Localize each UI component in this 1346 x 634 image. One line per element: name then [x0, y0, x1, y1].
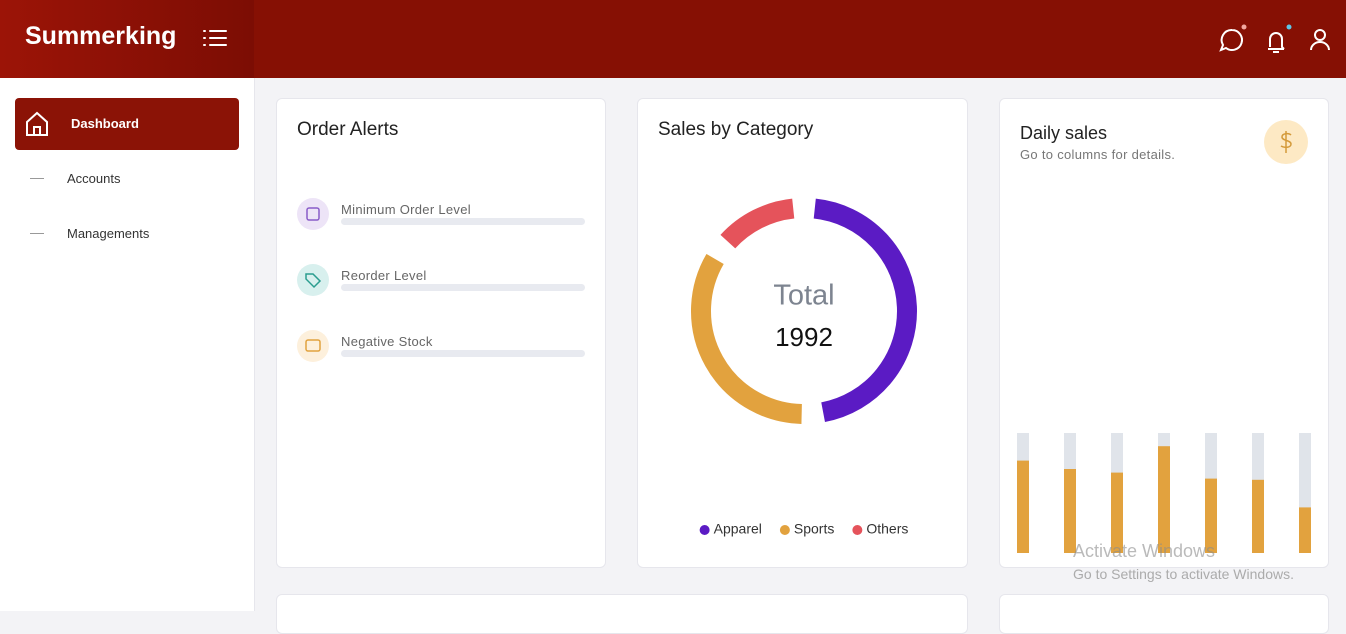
nav-item[interactable]: Accounts [67, 171, 121, 186]
nav-item[interactable]: Managements [67, 226, 150, 241]
alert-label: Negative Stock [341, 334, 433, 349]
bottom-card [276, 594, 968, 634]
bar [1111, 472, 1123, 553]
bar [1064, 469, 1076, 553]
bar [1017, 460, 1029, 553]
legend-label: Sports [794, 521, 834, 537]
nav-dash [30, 178, 44, 179]
sales-card: Sales by Category Total 1992 Apparel Spor… [637, 98, 968, 568]
alert-label: Minimum Order Level [341, 202, 471, 217]
daily-card: Daily sales Go to columns for details. [999, 98, 1329, 568]
legend-label: Apparel [714, 521, 762, 537]
legend-dot [852, 525, 863, 535]
menu-icon[interactable] [200, 26, 230, 50]
alert-label: Reorder Level [341, 268, 427, 283]
center-value: 1992 [775, 322, 833, 352]
bottom-card [999, 594, 1329, 634]
watermark-title: Activate Windows [1073, 541, 1216, 561]
chat-icon[interactable] [1219, 28, 1243, 52]
alert-bar [341, 284, 585, 291]
bar [1252, 479, 1264, 553]
card-title: Sales by Category [658, 119, 814, 140]
donut-segment [720, 198, 795, 249]
nav-dash [30, 233, 44, 234]
bar [1205, 478, 1217, 553]
bell-icon[interactable] [1268, 32, 1285, 53]
legend-label: Others [866, 521, 908, 537]
sidebar [0, 78, 255, 611]
watermark-text: Go to Settings to activate Windows. [1073, 566, 1294, 582]
order-alerts-card: Order Alerts Minimum Order Level Reorder… [276, 98, 606, 568]
card-title: Daily sales [1020, 123, 1108, 143]
nav-active[interactable] [15, 98, 239, 150]
donut-segment [691, 253, 803, 424]
alert-icons [297, 198, 329, 362]
header-icons [1219, 24, 1330, 53]
donut-segment [813, 198, 917, 423]
card-title: Order Alerts [297, 119, 399, 140]
alert-bar [341, 218, 585, 225]
home-icon [26, 111, 48, 136]
bar [1158, 446, 1170, 553]
card-subtitle: Go to columns for details. [1020, 147, 1176, 162]
bar [1299, 507, 1311, 553]
alert-bar [341, 350, 585, 357]
legend-dot [699, 525, 710, 535]
brand: Summerking [25, 22, 177, 50]
donut-chart: Total 1992 Apparel Sports Others [691, 198, 917, 537]
center-label: Total [773, 280, 834, 312]
legend-dot [779, 525, 790, 535]
nav-item[interactable]: Dashboard [71, 116, 139, 131]
user-icon[interactable] [1314, 29, 1326, 41]
bar-chart [1017, 120, 1311, 553]
